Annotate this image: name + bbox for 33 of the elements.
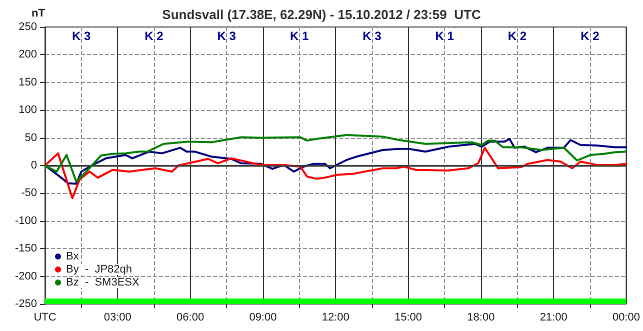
y-tick-label: -50 (21, 187, 37, 200)
annotation: K 3 (362, 29, 382, 43)
x-tick-label: 12:00 (322, 312, 350, 324)
y-tick-label: -200 (14, 270, 37, 282)
y-tick-label: -250 (14, 298, 37, 310)
x-tick-label: 03:00 (104, 312, 132, 324)
annotation: K 1 (435, 29, 454, 43)
annotation: K 2 (144, 29, 164, 43)
annotation: K 3 (217, 29, 236, 43)
annotation: K 3 (72, 29, 91, 43)
x-tick-label: 15:00 (394, 312, 422, 324)
annotation: K 2 (580, 29, 600, 43)
annotation: K 1 (290, 29, 309, 43)
y-tick-label: 50 (24, 132, 37, 144)
chart-title: Sundsvall (17.38E, 62.29N) - 15.10.2012 / 23:59 UTC (162, 7, 482, 22)
x-tick-label: UTC (34, 312, 56, 324)
x-tick-label: 00:00 (612, 312, 640, 324)
legend-label: By - JP82qh (66, 264, 132, 276)
annotation: K 2 (508, 29, 527, 43)
y-axis-title: nT (32, 8, 46, 20)
y-tick-label: 200 (18, 48, 37, 61)
x-tick-label: 09:00 (249, 312, 277, 324)
legend-label: Bz - SM3ESX (66, 276, 140, 288)
y-tick-label: 250 (18, 21, 37, 33)
x-tick-label: 21:00 (540, 312, 568, 324)
y-tick-label: 0 (30, 160, 37, 172)
x-tick-label: 06:00 (176, 312, 204, 324)
y-tick-label: -100 (14, 214, 37, 227)
y-tick-label: 150 (18, 76, 37, 88)
y-tick-label: 100 (18, 104, 37, 116)
legend-label: Bx (66, 250, 80, 262)
y-tick-label: -150 (14, 242, 37, 255)
x-tick-label: 18:00 (467, 312, 495, 324)
